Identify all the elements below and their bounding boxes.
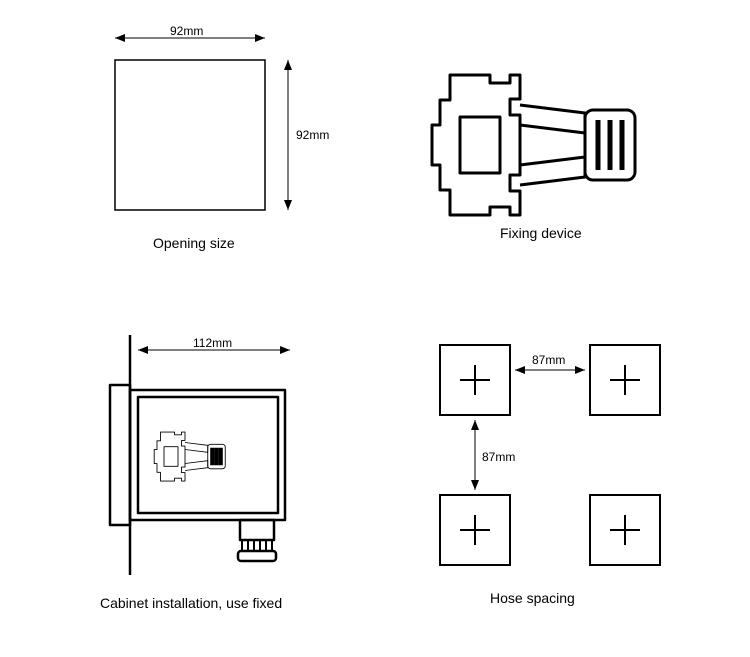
hose-spacing-figure <box>430 335 700 585</box>
opening-width-dim: 92mm <box>170 24 203 38</box>
hose-title: Hose spacing <box>490 590 575 606</box>
technical-diagram: { "stroke_main": "#000000", "bg": "#ffff… <box>0 0 750 657</box>
fixing-title: Fixing device <box>500 225 582 241</box>
cabinet-depth-dim: 112mm <box>193 336 232 350</box>
fixing-device-figure <box>420 55 670 225</box>
opening-height-dim: 92mm <box>296 128 329 142</box>
cabinet-install-figure <box>90 325 370 585</box>
opening-size-figure <box>100 20 320 250</box>
hose-h-dim: 87mm <box>532 353 565 367</box>
hose-v-dim: 87mm <box>482 450 515 464</box>
cabinet-title: Cabinet installation, use fixed <box>100 595 282 611</box>
opening-title: Opening size <box>153 235 235 251</box>
